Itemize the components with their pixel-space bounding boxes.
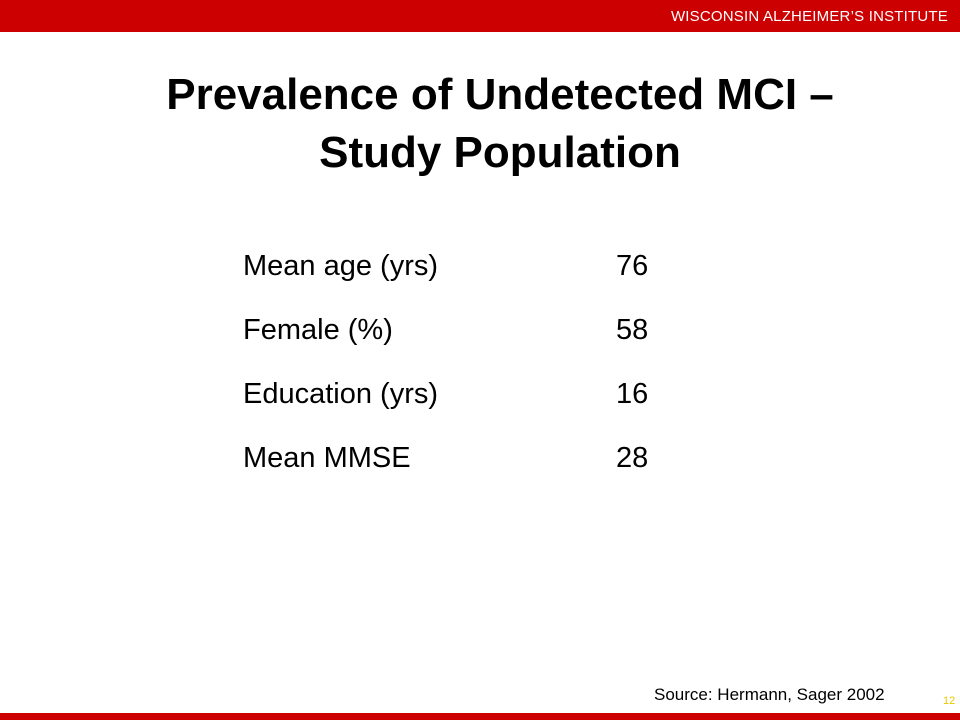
stat-row-mean-age: Mean age (yrs) 76 — [243, 246, 703, 310]
stat-value: 58 — [616, 314, 649, 346]
stat-row-female: Female (%) 58 — [243, 310, 703, 374]
stat-value: 16 — [616, 378, 649, 410]
stat-value: 28 — [616, 442, 649, 474]
organization-name: WISCONSIN ALZHEIMER’S INSTITUTE — [670, 8, 948, 25]
slide-title-line-2: Study Population — [319, 128, 681, 177]
stat-value: 76 — [616, 250, 649, 282]
source-citation: Source: Hermann, Sager 2002 — [654, 685, 885, 704]
slide-title: Prevalence of Undetected MCI – Study Pop… — [60, 66, 940, 182]
slide-number: 12 — [943, 695, 956, 707]
stat-label: Education (yrs) — [243, 378, 439, 410]
stat-label: Female (%) — [243, 314, 393, 346]
stat-label: Mean MMSE — [243, 442, 411, 474]
slide-title-line-1: Prevalence of Undetected MCI – — [166, 70, 834, 119]
footer-bar — [0, 713, 960, 720]
stat-label: Mean age (yrs) — [243, 250, 439, 282]
stat-row-education: Education (yrs) 16 — [243, 374, 703, 438]
stat-row-mean-mmse: Mean MMSE 28 — [243, 438, 703, 502]
header-bar: WISCONSIN ALZHEIMER’S INSTITUTE — [0, 0, 960, 32]
study-population-table: Mean age (yrs) 76 Female (%) 58 Educatio… — [243, 246, 703, 502]
